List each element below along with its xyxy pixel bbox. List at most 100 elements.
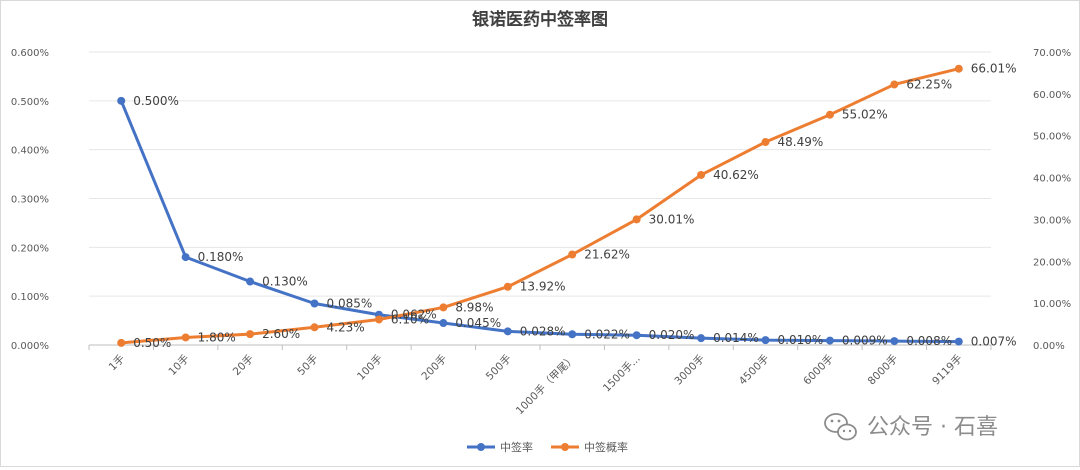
x-tick-label: 1000手（甲尾）: [513, 352, 578, 417]
series-line-1: [119, 100, 959, 344]
x-tick-label: 200手: [419, 352, 450, 383]
data-point: [374, 315, 383, 324]
x-tick-label: 1500手...: [600, 352, 643, 395]
legend-label: 中签率: [500, 440, 533, 454]
data-point: [117, 96, 126, 105]
chart-title: 银诺医药中签率图: [472, 9, 608, 30]
gridlines: [89, 51, 991, 346]
data-label: 40.62%: [713, 168, 759, 182]
data-point: [439, 319, 448, 328]
data-label: 2.60%: [262, 327, 300, 341]
watermark: 公众号 · 石喜: [824, 413, 998, 441]
x-tick-label: 1手: [106, 352, 127, 373]
legend: 中签率 中签概率: [467, 440, 628, 454]
data-point: [825, 110, 834, 119]
data-point: [439, 303, 448, 312]
data-label: 55.02%: [842, 108, 888, 122]
data-point: [825, 336, 834, 345]
data-label: 0.014%: [713, 331, 759, 345]
data-point: [697, 334, 706, 343]
data-label: 0.022%: [584, 327, 630, 341]
data-point: [568, 330, 577, 339]
data-point: [890, 337, 899, 346]
data-point: [246, 330, 255, 339]
x-tick-label: 9119手: [929, 352, 965, 388]
x-tick-label: 10手: [166, 352, 192, 378]
data-point: [954, 64, 963, 73]
left-tick-label: 0.100%: [11, 292, 49, 303]
right-y-axis: 0.00% 10.00% 20.00% 30.00% 40.00% 50.00% 60.00…: [1033, 48, 1071, 352]
data-point: [117, 338, 126, 347]
right-tick-label: 10.00%: [1033, 299, 1071, 310]
right-tick-label: 50.00%: [1033, 132, 1071, 143]
wechat-icon: [824, 413, 857, 441]
right-tick-label: 70.00%: [1033, 48, 1071, 59]
left-tick-label: 0.400%: [11, 146, 49, 157]
data-label: 62.25%: [906, 77, 952, 91]
left-tick-label: 0.500%: [11, 97, 49, 108]
series-line-2: [121, 67, 960, 345]
data-point: [632, 331, 641, 340]
data-point: [761, 336, 770, 345]
data-label: 0.028%: [520, 324, 566, 338]
data-label: 66.01%: [971, 62, 1017, 76]
data-label: 0.062%: [391, 308, 437, 322]
watermark-text: 公众号 · 石喜: [867, 415, 998, 440]
left-tick-label: 0.600%: [11, 48, 49, 59]
data-point: [954, 337, 963, 346]
x-tick-label: 500手: [483, 352, 514, 383]
x-tick-label: 50手: [295, 352, 321, 378]
x-tick-label: 8000手: [865, 352, 901, 388]
legend-label: 中签概率: [584, 440, 628, 454]
right-tick-label: 0.00%: [1033, 341, 1065, 352]
data-point: [181, 253, 190, 262]
data-point: [310, 299, 319, 308]
right-tick-label: 30.00%: [1033, 215, 1071, 226]
data-label: 0.008%: [906, 334, 952, 348]
x-tick-label: 3000手: [672, 352, 708, 388]
data-point: [503, 282, 512, 291]
x-axis: 1手 10手 20手 50手 100手 200手 500手 1000手（甲尾） 1500手...…: [88, 345, 992, 417]
data-point: [697, 170, 706, 179]
data-label: 0.085%: [327, 296, 373, 310]
data-point: [246, 277, 255, 286]
data-point: [890, 80, 899, 89]
legend-swatch-marker: [477, 443, 485, 451]
right-tick-label: 60.00%: [1033, 90, 1071, 101]
data-point: [503, 327, 512, 336]
data-point: [310, 323, 319, 332]
data-label: 6.10%: [391, 312, 429, 326]
data-label: 0.010%: [778, 333, 824, 347]
series-layer: [117, 64, 963, 347]
data-label: 0.130%: [262, 275, 308, 289]
data-label: 0.045%: [455, 316, 501, 330]
right-tick-label: 20.00%: [1033, 257, 1071, 268]
data-label: 1.80%: [198, 330, 236, 344]
x-tick-label: 100手: [354, 352, 385, 383]
left-tick-label: 0.000%: [11, 341, 49, 352]
data-label: 0.180%: [198, 250, 244, 264]
data-point: [761, 138, 770, 147]
left-tick-label: 0.200%: [11, 243, 49, 254]
left-y-axis: 0.000% 0.100% 0.200% 0.300% 0.400% 0.500% 0.60…: [11, 48, 49, 352]
data-label: 0.007%: [971, 335, 1017, 349]
data-label: 0.500%: [133, 94, 179, 108]
right-tick-label: 40.00%: [1033, 174, 1071, 185]
legend-swatch-marker: [561, 443, 569, 451]
data-label: 8.98%: [455, 300, 493, 314]
data-label: 0.020%: [649, 328, 695, 342]
data-label: 4.23%: [327, 320, 365, 334]
data-point: [181, 333, 190, 342]
left-tick-label: 0.300%: [11, 195, 49, 206]
data-label: 30.01%: [649, 212, 695, 226]
x-tick-label: 6000手: [801, 352, 837, 388]
data-label: 0.009%: [842, 334, 888, 348]
data-labels: 0.500% 0.180% 0.130% 0.085% 0.062% 0.045% 0.02…: [133, 62, 1016, 350]
data-point: [568, 250, 577, 259]
data-label: 13.92%: [520, 280, 566, 294]
data-label: 21.62%: [584, 248, 630, 262]
data-label: 0.50%: [133, 336, 171, 350]
x-tick-label: 4500手: [736, 352, 772, 388]
